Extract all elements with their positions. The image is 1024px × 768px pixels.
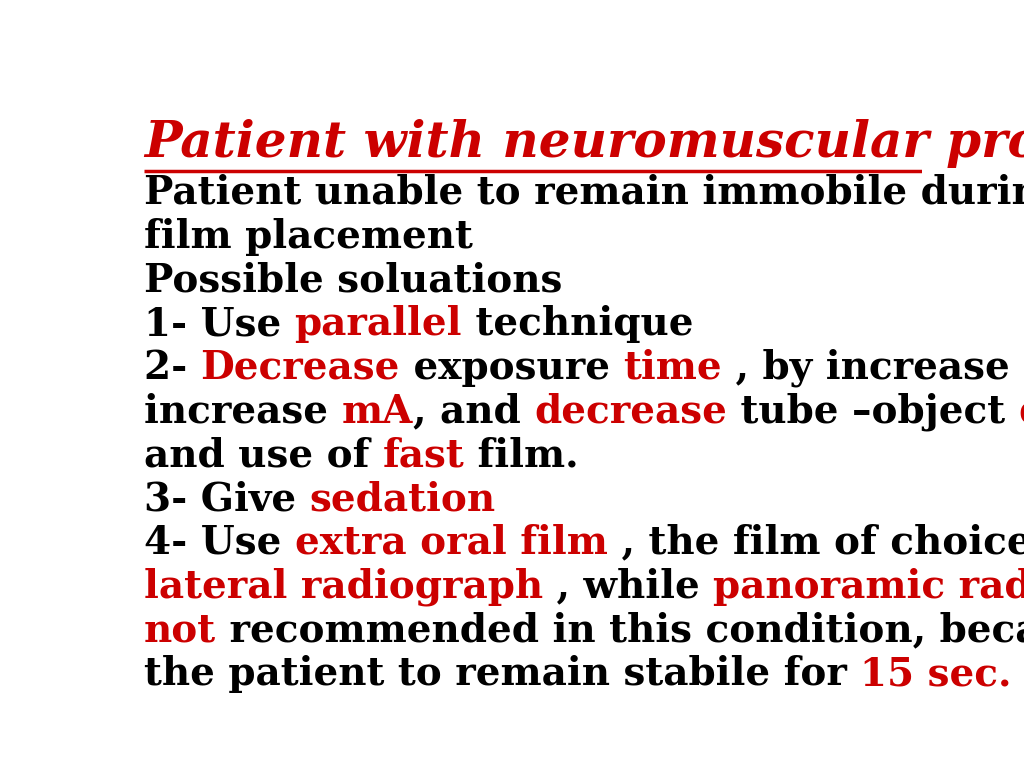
Text: Possible soluations: Possible soluations	[143, 261, 562, 300]
Text: sedation: sedation	[309, 480, 496, 518]
Text: and use of: and use of	[143, 436, 383, 475]
Text: the patient to remain stabile for: the patient to remain stabile for	[143, 655, 860, 694]
Text: technique: technique	[462, 305, 693, 343]
Text: 3- Give: 3- Give	[143, 480, 309, 518]
Text: film.: film.	[465, 436, 580, 475]
Text: recommended in this condition, because it need: recommended in this condition, because i…	[216, 611, 1024, 650]
Text: parallel: parallel	[295, 305, 462, 343]
Text: time: time	[624, 349, 722, 387]
Text: not: not	[143, 611, 216, 650]
Text: increase: increase	[143, 392, 341, 431]
Text: 15 sec.: 15 sec.	[860, 655, 1012, 694]
Text: , while: , while	[543, 568, 714, 606]
Text: film placement: film placement	[143, 217, 473, 256]
Text: , by increase: , by increase	[722, 349, 1023, 387]
Text: extra oral film: extra oral film	[295, 524, 607, 562]
Text: 4- Use: 4- Use	[143, 524, 295, 562]
Text: Patient unable to remain immobile during intraoral: Patient unable to remain immobile during…	[143, 174, 1024, 212]
Text: , the film of choice is: , the film of choice is	[607, 524, 1024, 562]
Text: decrease: decrease	[534, 392, 727, 431]
Text: 2-: 2-	[143, 349, 201, 387]
Text: distance: distance	[1019, 392, 1024, 431]
Text: tube –object: tube –object	[727, 392, 1019, 431]
Text: Decrease: Decrease	[201, 349, 400, 387]
Text: mA: mA	[341, 392, 413, 431]
Text: lateral radiograph: lateral radiograph	[143, 568, 543, 606]
Text: , and: , and	[413, 392, 534, 431]
Text: panoramic radiograph: panoramic radiograph	[714, 568, 1024, 606]
Text: 1- Use: 1- Use	[143, 305, 295, 343]
Text: Patient with neuromuscular problem:: Patient with neuromuscular problem:	[143, 119, 1024, 167]
Text: exposure: exposure	[400, 349, 624, 387]
Text: fast: fast	[383, 436, 465, 475]
